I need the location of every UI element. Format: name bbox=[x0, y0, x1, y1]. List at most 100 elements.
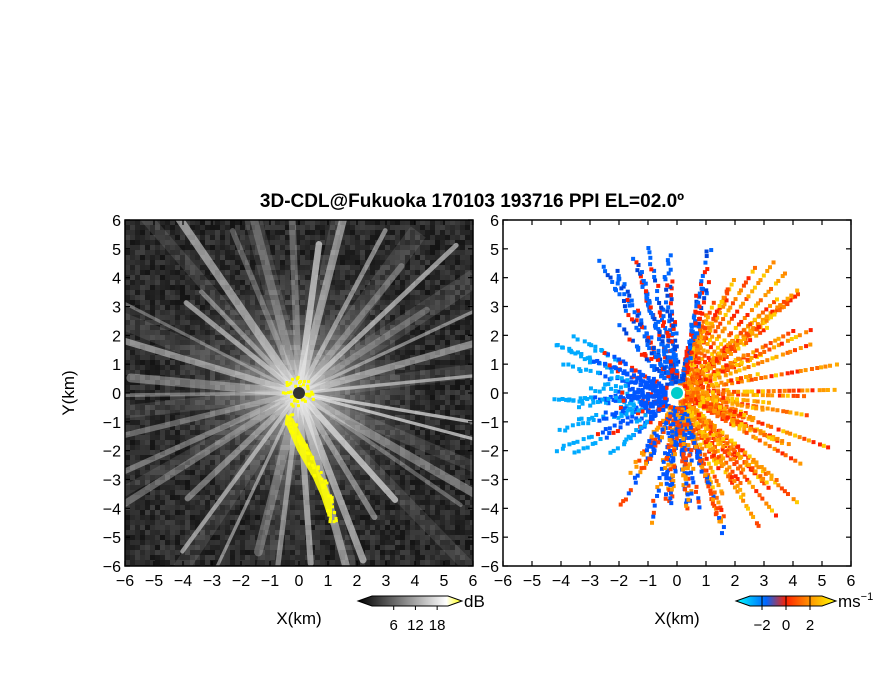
noise-cell bbox=[455, 505, 460, 510]
noise-cell bbox=[350, 250, 355, 255]
noise-cell bbox=[440, 515, 445, 520]
noise-cell bbox=[375, 525, 380, 530]
noise-cell bbox=[145, 540, 150, 545]
noise-cell bbox=[205, 280, 210, 285]
noise-cell bbox=[375, 530, 380, 535]
noise-cell bbox=[180, 470, 185, 475]
noise-cell bbox=[190, 515, 195, 520]
noise-cell bbox=[365, 535, 370, 540]
noise-cell bbox=[200, 555, 205, 560]
noise-cell bbox=[445, 530, 450, 535]
noise-cell bbox=[405, 275, 410, 280]
noise-cell bbox=[450, 495, 455, 500]
noise-cell bbox=[260, 525, 265, 530]
noise-cell bbox=[345, 235, 350, 240]
noise-cell bbox=[175, 260, 180, 265]
noise-cell bbox=[160, 295, 165, 300]
noise-cell bbox=[375, 500, 380, 505]
noise-cell bbox=[360, 220, 365, 225]
noise-cell bbox=[165, 445, 170, 450]
noise-cell bbox=[305, 250, 310, 255]
noise-cell bbox=[460, 320, 465, 325]
noise-cell bbox=[230, 265, 235, 270]
noise-cell bbox=[435, 305, 440, 310]
noise-cell bbox=[140, 245, 145, 250]
noise-cell bbox=[460, 480, 465, 485]
noise-cell bbox=[190, 270, 195, 275]
noise-cell bbox=[445, 340, 450, 345]
noise-cell bbox=[350, 560, 355, 565]
noise-cell bbox=[405, 505, 410, 510]
noise-cell bbox=[415, 260, 420, 265]
noise-cell bbox=[195, 555, 200, 560]
noise-cell bbox=[135, 455, 140, 460]
noise-cell bbox=[440, 320, 445, 325]
noise-cell bbox=[445, 420, 450, 425]
noise-cell bbox=[460, 270, 465, 275]
noise-cell bbox=[150, 375, 155, 380]
noise-cell bbox=[320, 220, 325, 225]
noise-cell bbox=[145, 265, 150, 270]
noise-cell bbox=[455, 555, 460, 560]
noise-cell bbox=[355, 240, 360, 245]
noise-cell bbox=[130, 230, 135, 235]
noise-cell bbox=[400, 495, 405, 500]
noise-cell bbox=[430, 360, 435, 365]
noise-cell bbox=[470, 550, 473, 555]
noise-cell bbox=[470, 220, 473, 225]
noise-cell bbox=[225, 265, 230, 270]
noise-cell bbox=[430, 390, 435, 395]
noise-cell bbox=[155, 480, 160, 485]
noise-cell bbox=[170, 320, 175, 325]
noise-cell bbox=[130, 445, 135, 450]
noise-cell bbox=[125, 510, 130, 515]
noise-cell bbox=[405, 300, 410, 305]
noise-cell bbox=[455, 435, 460, 440]
noise-cell bbox=[145, 365, 150, 370]
noise-cell bbox=[385, 230, 390, 235]
noise-cell bbox=[160, 500, 165, 505]
noise-cell bbox=[170, 220, 175, 225]
noise-cell bbox=[350, 240, 355, 245]
noise-cell bbox=[175, 520, 180, 525]
noise-cell bbox=[465, 395, 470, 400]
noise-cell bbox=[395, 265, 400, 270]
noise-cell bbox=[145, 460, 150, 465]
noise-cell bbox=[280, 525, 285, 530]
noise-cell bbox=[315, 535, 320, 540]
noise-cell bbox=[435, 290, 440, 295]
noise-cell bbox=[145, 530, 150, 535]
noise-cell bbox=[415, 330, 420, 335]
noise-cell bbox=[210, 235, 215, 240]
noise-cell bbox=[365, 510, 370, 515]
noise-cell bbox=[230, 250, 235, 255]
noise-cell bbox=[460, 550, 465, 555]
noise-cell bbox=[130, 385, 135, 390]
noise-cell bbox=[420, 245, 425, 250]
noise-cell bbox=[155, 410, 160, 415]
noise-cell bbox=[280, 230, 285, 235]
noise-cell bbox=[410, 485, 415, 490]
noise-cell bbox=[125, 440, 130, 445]
noise-cell bbox=[435, 250, 440, 255]
noise-cell bbox=[310, 540, 315, 545]
noise-cell bbox=[180, 285, 185, 290]
noise-cell bbox=[320, 530, 325, 535]
noise-cell bbox=[275, 540, 280, 545]
noise-cell bbox=[140, 315, 145, 320]
noise-cell bbox=[145, 225, 150, 230]
noise-cell bbox=[160, 450, 165, 455]
noise-cell bbox=[425, 220, 430, 225]
noise-cell bbox=[420, 310, 425, 315]
noise-cell bbox=[290, 525, 295, 530]
noise-cell bbox=[155, 490, 160, 495]
noise-cell bbox=[135, 240, 140, 245]
noise-cell bbox=[225, 500, 230, 505]
noise-cell bbox=[240, 535, 245, 540]
noise-cell bbox=[140, 240, 145, 245]
noise-cell bbox=[140, 230, 145, 235]
noise-cell bbox=[180, 450, 185, 455]
highlight-cell bbox=[283, 391, 287, 395]
noise-cell bbox=[175, 525, 180, 530]
noise-cell bbox=[365, 525, 370, 530]
